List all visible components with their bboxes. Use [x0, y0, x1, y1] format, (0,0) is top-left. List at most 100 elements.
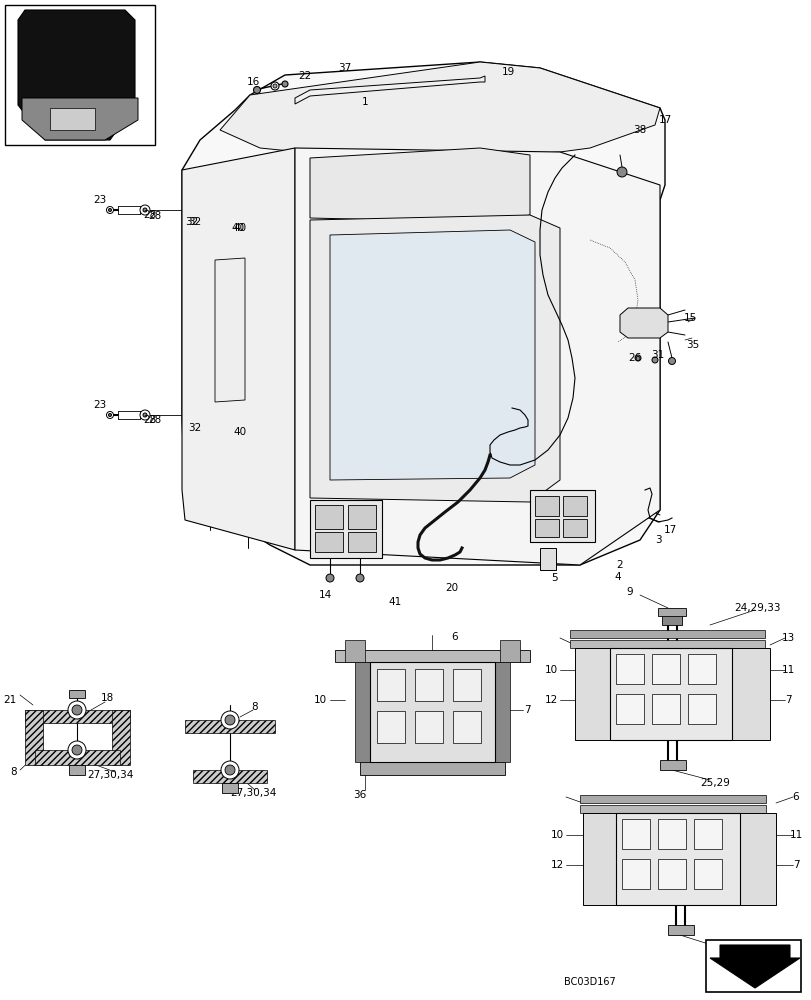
- Text: 11: 11: [780, 665, 794, 675]
- Polygon shape: [329, 230, 534, 480]
- Text: 38: 38: [633, 125, 646, 135]
- Polygon shape: [22, 98, 138, 140]
- Circle shape: [355, 574, 363, 582]
- Circle shape: [106, 207, 114, 214]
- Circle shape: [143, 413, 147, 417]
- Text: 35: 35: [685, 340, 699, 350]
- Bar: [562, 496, 586, 516]
- Circle shape: [139, 410, 150, 420]
- Text: 12: 12: [550, 860, 564, 870]
- Bar: [562, 519, 586, 537]
- Polygon shape: [35, 750, 120, 765]
- Text: 3: 3: [654, 535, 660, 545]
- Circle shape: [109, 414, 111, 416]
- Circle shape: [221, 711, 238, 729]
- Bar: [453, 711, 480, 743]
- Bar: [657, 859, 685, 889]
- Circle shape: [109, 209, 111, 212]
- Text: 16: 16: [246, 77, 260, 87]
- Polygon shape: [310, 215, 560, 502]
- Circle shape: [281, 81, 288, 87]
- Text: 10: 10: [550, 830, 564, 840]
- Polygon shape: [25, 710, 130, 723]
- Circle shape: [72, 745, 82, 755]
- Text: 36: 36: [353, 790, 367, 800]
- Polygon shape: [193, 770, 267, 783]
- Text: 23: 23: [93, 195, 107, 205]
- Text: 26: 26: [628, 353, 641, 363]
- Text: 32: 32: [188, 423, 201, 433]
- Bar: [621, 819, 649, 849]
- Bar: [376, 669, 405, 701]
- Bar: [414, 669, 443, 701]
- Text: 32: 32: [188, 217, 201, 227]
- Polygon shape: [25, 710, 43, 765]
- Bar: [651, 654, 679, 684]
- Polygon shape: [215, 258, 245, 402]
- Polygon shape: [112, 710, 130, 765]
- Text: 37: 37: [338, 63, 351, 73]
- Bar: [69, 690, 85, 698]
- Polygon shape: [182, 62, 664, 565]
- Text: 7: 7: [523, 705, 530, 715]
- Text: 1: 1: [361, 97, 368, 107]
- Text: 32: 32: [185, 217, 199, 227]
- Text: 39: 39: [483, 390, 496, 400]
- Circle shape: [272, 84, 277, 88]
- Polygon shape: [185, 720, 275, 733]
- Bar: [5, 5, 155, 145]
- Text: 41: 41: [388, 597, 401, 607]
- Text: 40: 40: [233, 223, 247, 233]
- Text: 31: 31: [650, 350, 664, 360]
- Bar: [453, 669, 480, 701]
- Text: 12: 12: [544, 695, 557, 705]
- Text: 23: 23: [93, 400, 107, 410]
- Text: 11: 11: [788, 830, 801, 840]
- Text: 27,30,34: 27,30,34: [230, 788, 276, 798]
- Text: 28: 28: [148, 415, 161, 425]
- Polygon shape: [18, 10, 135, 140]
- Circle shape: [68, 701, 86, 719]
- Text: 21: 21: [4, 695, 17, 705]
- Polygon shape: [294, 76, 484, 104]
- Text: 28: 28: [144, 210, 157, 220]
- Circle shape: [253, 87, 260, 94]
- Bar: [315, 532, 342, 552]
- Polygon shape: [182, 148, 294, 550]
- Text: BC03D167: BC03D167: [564, 977, 615, 987]
- Bar: [657, 819, 685, 849]
- Bar: [348, 505, 375, 529]
- Circle shape: [139, 205, 150, 215]
- Text: 15: 15: [683, 313, 696, 323]
- Circle shape: [651, 357, 657, 363]
- Bar: [539, 548, 556, 570]
- Text: 25,29: 25,29: [699, 778, 729, 788]
- Text: 8: 8: [251, 702, 258, 712]
- Polygon shape: [310, 148, 530, 222]
- Text: 17: 17: [658, 115, 671, 125]
- Circle shape: [325, 574, 333, 582]
- Circle shape: [225, 765, 234, 775]
- Polygon shape: [569, 640, 764, 648]
- Polygon shape: [50, 108, 95, 130]
- Text: 6: 6: [451, 632, 457, 642]
- Circle shape: [517, 245, 526, 255]
- Text: 8: 8: [11, 767, 17, 777]
- Polygon shape: [359, 762, 504, 775]
- Circle shape: [68, 741, 86, 759]
- Polygon shape: [579, 795, 765, 803]
- Bar: [657, 608, 685, 616]
- Bar: [69, 765, 85, 775]
- Bar: [310, 500, 381, 558]
- Circle shape: [221, 761, 238, 779]
- Text: 9: 9: [626, 587, 633, 597]
- Bar: [376, 711, 405, 743]
- Polygon shape: [294, 148, 659, 565]
- Bar: [348, 532, 375, 552]
- Bar: [609, 648, 731, 740]
- Circle shape: [143, 208, 147, 212]
- Text: 10: 10: [314, 695, 327, 705]
- Text: 14: 14: [318, 590, 331, 600]
- Bar: [534, 496, 558, 516]
- Text: 40: 40: [231, 223, 244, 233]
